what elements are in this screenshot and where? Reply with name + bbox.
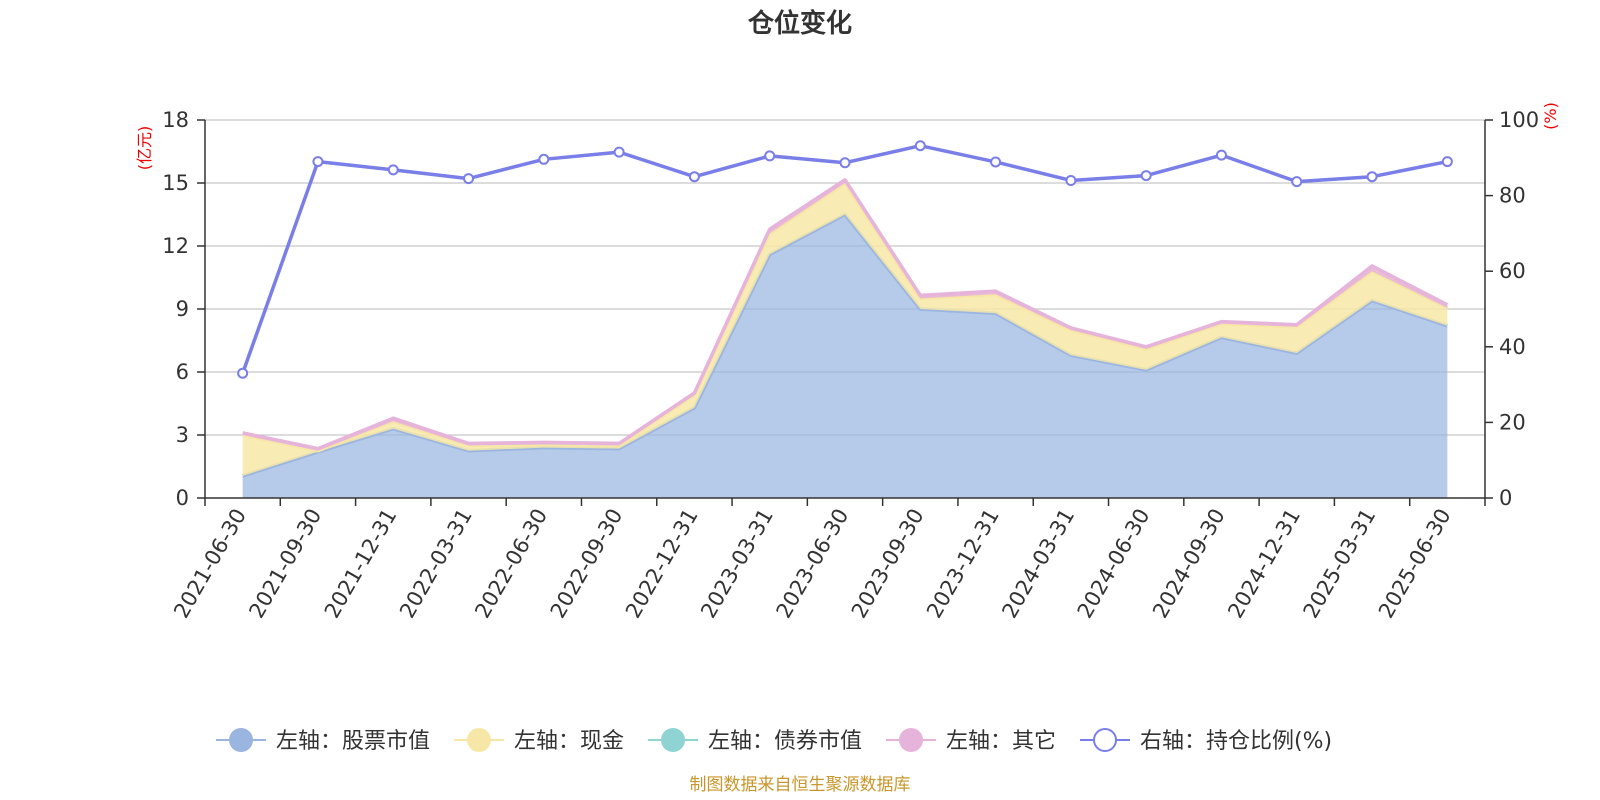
legend-label: 左轴：股票市值 — [276, 729, 430, 754]
area-series-0 — [242, 214, 1448, 498]
left-axis-unit: (亿元) — [135, 126, 154, 171]
legend-item-0[interactable]: 左轴：股票市值 — [216, 728, 430, 754]
right-tick-label: 40 — [1499, 335, 1526, 359]
legend-marker — [229, 728, 253, 752]
source-note: 制图数据来自恒生聚源数据库 — [690, 775, 911, 795]
ratio-point[interactable] — [463, 173, 475, 185]
x-tick-label: 2022-06-30 — [470, 505, 552, 623]
area-series-line-3 — [242, 178, 1449, 451]
ratio-point[interactable] — [839, 157, 851, 169]
chart-title: 仓位变化 — [747, 8, 852, 39]
ratio-point[interactable] — [688, 171, 700, 183]
ratio-point[interactable] — [613, 146, 625, 158]
legend-marker — [661, 728, 685, 752]
left-tick-label: 3 — [176, 423, 189, 447]
ratio-point[interactable] — [312, 156, 324, 168]
stacked-areas — [242, 178, 1449, 498]
ratio-point[interactable] — [538, 153, 550, 165]
ratio-point[interactable] — [1215, 149, 1227, 161]
x-tick-label: 2023-09-30 — [847, 505, 929, 623]
legend-label: 左轴：债券市值 — [708, 729, 862, 754]
legend-item-4[interactable]: 右轴：持仓比例(%) — [1080, 728, 1332, 754]
ratio-point[interactable] — [990, 156, 1002, 168]
ratio-point[interactable] — [1366, 171, 1378, 183]
ratio-point[interactable] — [237, 367, 249, 379]
ratio-point[interactable] — [387, 164, 399, 176]
ratio-point[interactable] — [1291, 176, 1303, 188]
left-tick-label: 9 — [176, 297, 189, 321]
right-tick-label: 100 — [1499, 108, 1539, 132]
x-tick-label: 2023-12-31 — [922, 505, 1004, 623]
ratio-point[interactable] — [1441, 156, 1453, 168]
right-tick-label: 60 — [1499, 259, 1526, 283]
legend-item-1[interactable]: 左轴：现金 — [454, 728, 624, 754]
x-tick-label: 2022-09-30 — [546, 505, 628, 623]
x-tick-label: 2023-06-30 — [772, 505, 854, 623]
ratio-point[interactable] — [1140, 170, 1152, 182]
right-tick-label: 0 — [1499, 486, 1512, 510]
legend-marker — [899, 728, 923, 752]
left-tick-label: 0 — [176, 486, 189, 510]
x-tick-label: 2024-09-30 — [1148, 505, 1230, 623]
legend-item-3[interactable]: 左轴：其它 — [886, 728, 1056, 754]
holding-ratio-series — [237, 140, 1453, 379]
legend-marker — [467, 728, 491, 752]
legend-label: 右轴：持仓比例(%) — [1140, 729, 1332, 754]
x-tick-label: 2021-06-30 — [169, 505, 251, 623]
right-tick-label: 80 — [1499, 184, 1526, 208]
x-tick-label: 2021-12-31 — [320, 505, 402, 623]
right-axis-unit: (%) — [1541, 102, 1560, 130]
x-tick-label: 2022-12-31 — [621, 505, 703, 623]
left-tick-label: 15 — [162, 171, 189, 195]
right-tick-label: 20 — [1499, 410, 1526, 434]
x-tick-label: 2025-03-31 — [1299, 505, 1381, 623]
x-tick-label: 2023-03-31 — [696, 505, 778, 623]
x-tick-label: 2024-12-31 — [1223, 505, 1305, 623]
x-tick-label: 2024-03-31 — [997, 505, 1079, 623]
x-tick-label: 2024-06-30 — [1073, 505, 1155, 623]
legend-label: 左轴：其它 — [946, 729, 1056, 754]
left-tick-label: 12 — [162, 234, 189, 258]
legend[interactable]: 左轴：股票市值 左轴：现金 左轴：债券市值 左轴：其它 右轴：持仓比例(%) — [216, 728, 1332, 754]
legend-label: 左轴：现金 — [514, 729, 624, 754]
legend-marker — [1093, 728, 1117, 752]
x-tick-label: 2025-06-30 — [1374, 505, 1456, 623]
x-tick-label: 2022-03-31 — [395, 505, 477, 623]
ratio-point[interactable] — [914, 140, 926, 152]
x-tick-label: 2021-09-30 — [244, 505, 326, 623]
legend-item-2[interactable]: 左轴：债券市值 — [648, 728, 862, 754]
left-tick-label: 6 — [176, 360, 189, 384]
ratio-point[interactable] — [1065, 174, 1077, 186]
ratio-point[interactable] — [764, 150, 776, 162]
left-tick-label: 18 — [162, 108, 189, 132]
